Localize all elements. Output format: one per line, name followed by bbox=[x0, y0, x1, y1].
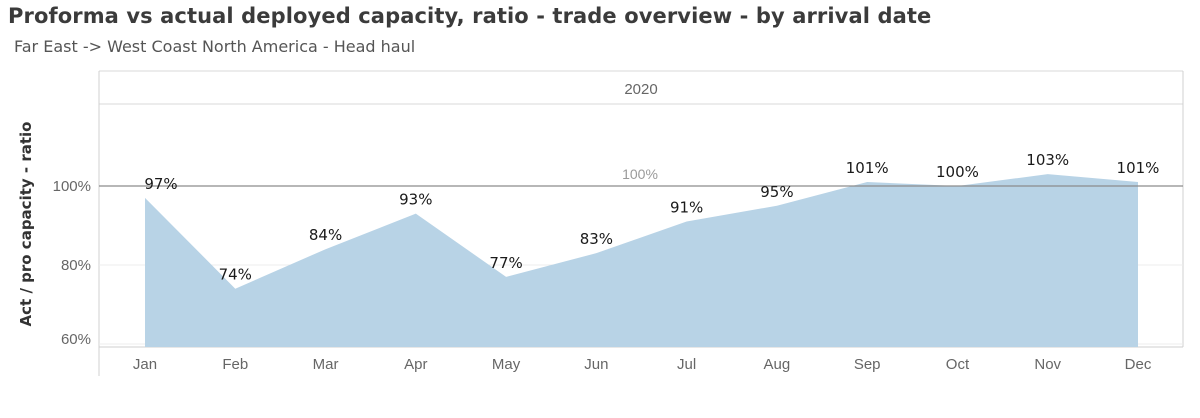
chart-title: Proforma vs actual deployed capacity, ra… bbox=[8, 4, 932, 28]
x-tick-oct: Oct bbox=[946, 356, 970, 373]
data-label-dec: 101% bbox=[1117, 159, 1160, 177]
data-label-may: 77% bbox=[489, 254, 522, 272]
x-tick-dec: Dec bbox=[1125, 356, 1152, 373]
data-label-oct: 100% bbox=[936, 163, 979, 181]
y-axis-label: Act / pro capacity - ratio bbox=[17, 122, 35, 327]
data-label-sep: 101% bbox=[846, 159, 889, 177]
data-label-jun: 83% bbox=[580, 230, 613, 248]
x-tick-sep: Sep bbox=[854, 356, 881, 373]
x-tick-nov: Nov bbox=[1034, 356, 1061, 373]
data-label-mar: 84% bbox=[309, 226, 342, 244]
x-tick-apr: Apr bbox=[404, 356, 427, 373]
data-label-feb: 74% bbox=[219, 266, 252, 284]
x-tick-jan: Jan bbox=[133, 356, 157, 373]
data-label-jan: 97% bbox=[144, 175, 177, 193]
y-tick-60: 60% bbox=[61, 331, 91, 348]
data-label-apr: 93% bbox=[399, 191, 432, 209]
chart-subtitle: Far East -> West Coast North America - H… bbox=[14, 37, 416, 56]
x-tick-jul: Jul bbox=[677, 356, 696, 373]
y-tick-100: 100% bbox=[53, 178, 91, 195]
x-tick-mar: Mar bbox=[313, 356, 339, 373]
x-tick-aug: Aug bbox=[764, 356, 791, 373]
x-tick-feb: Feb bbox=[222, 356, 248, 373]
x-tick-jun: Jun bbox=[584, 356, 608, 373]
capacity-ratio-area bbox=[145, 174, 1138, 347]
y-tick-80: 80% bbox=[61, 257, 91, 274]
reference-line-label: 100% bbox=[622, 166, 658, 182]
x-tick-may: May bbox=[492, 356, 521, 373]
data-label-aug: 95% bbox=[760, 183, 793, 201]
data-label-nov: 103% bbox=[1026, 151, 1069, 169]
data-label-jul: 91% bbox=[670, 199, 703, 217]
panel-year-label: 2020 bbox=[624, 81, 657, 98]
